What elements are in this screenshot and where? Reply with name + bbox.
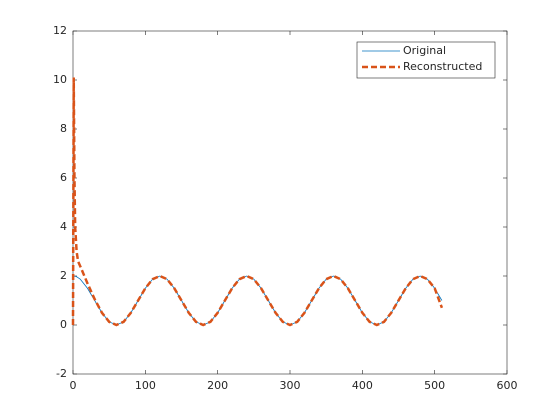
y-tick-label: -2 xyxy=(56,367,67,380)
axes-box xyxy=(72,30,508,375)
legend-box xyxy=(356,41,496,79)
y-tick-label: 8 xyxy=(60,122,67,135)
y-tick-label: 10 xyxy=(53,73,67,86)
x-tick-label: 100 xyxy=(135,379,156,392)
y-tick-label: 4 xyxy=(60,220,67,233)
y-tick-label: 0 xyxy=(60,318,67,331)
x-tick-label: 200 xyxy=(207,379,228,392)
x-tick-label: 600 xyxy=(497,379,518,392)
y-tick-label: 2 xyxy=(60,269,67,282)
series-line xyxy=(71,77,444,327)
legend-label: Reconstructed xyxy=(403,60,482,73)
x-tick-label: 300 xyxy=(280,379,301,392)
x-tick-label: 0 xyxy=(70,379,77,392)
x-tick-label: 400 xyxy=(352,379,373,392)
legend-label: Original xyxy=(403,44,446,57)
y-tick-label: 12 xyxy=(53,24,67,37)
y-tick-label: 6 xyxy=(60,171,67,184)
x-tick-label: 500 xyxy=(424,379,445,392)
